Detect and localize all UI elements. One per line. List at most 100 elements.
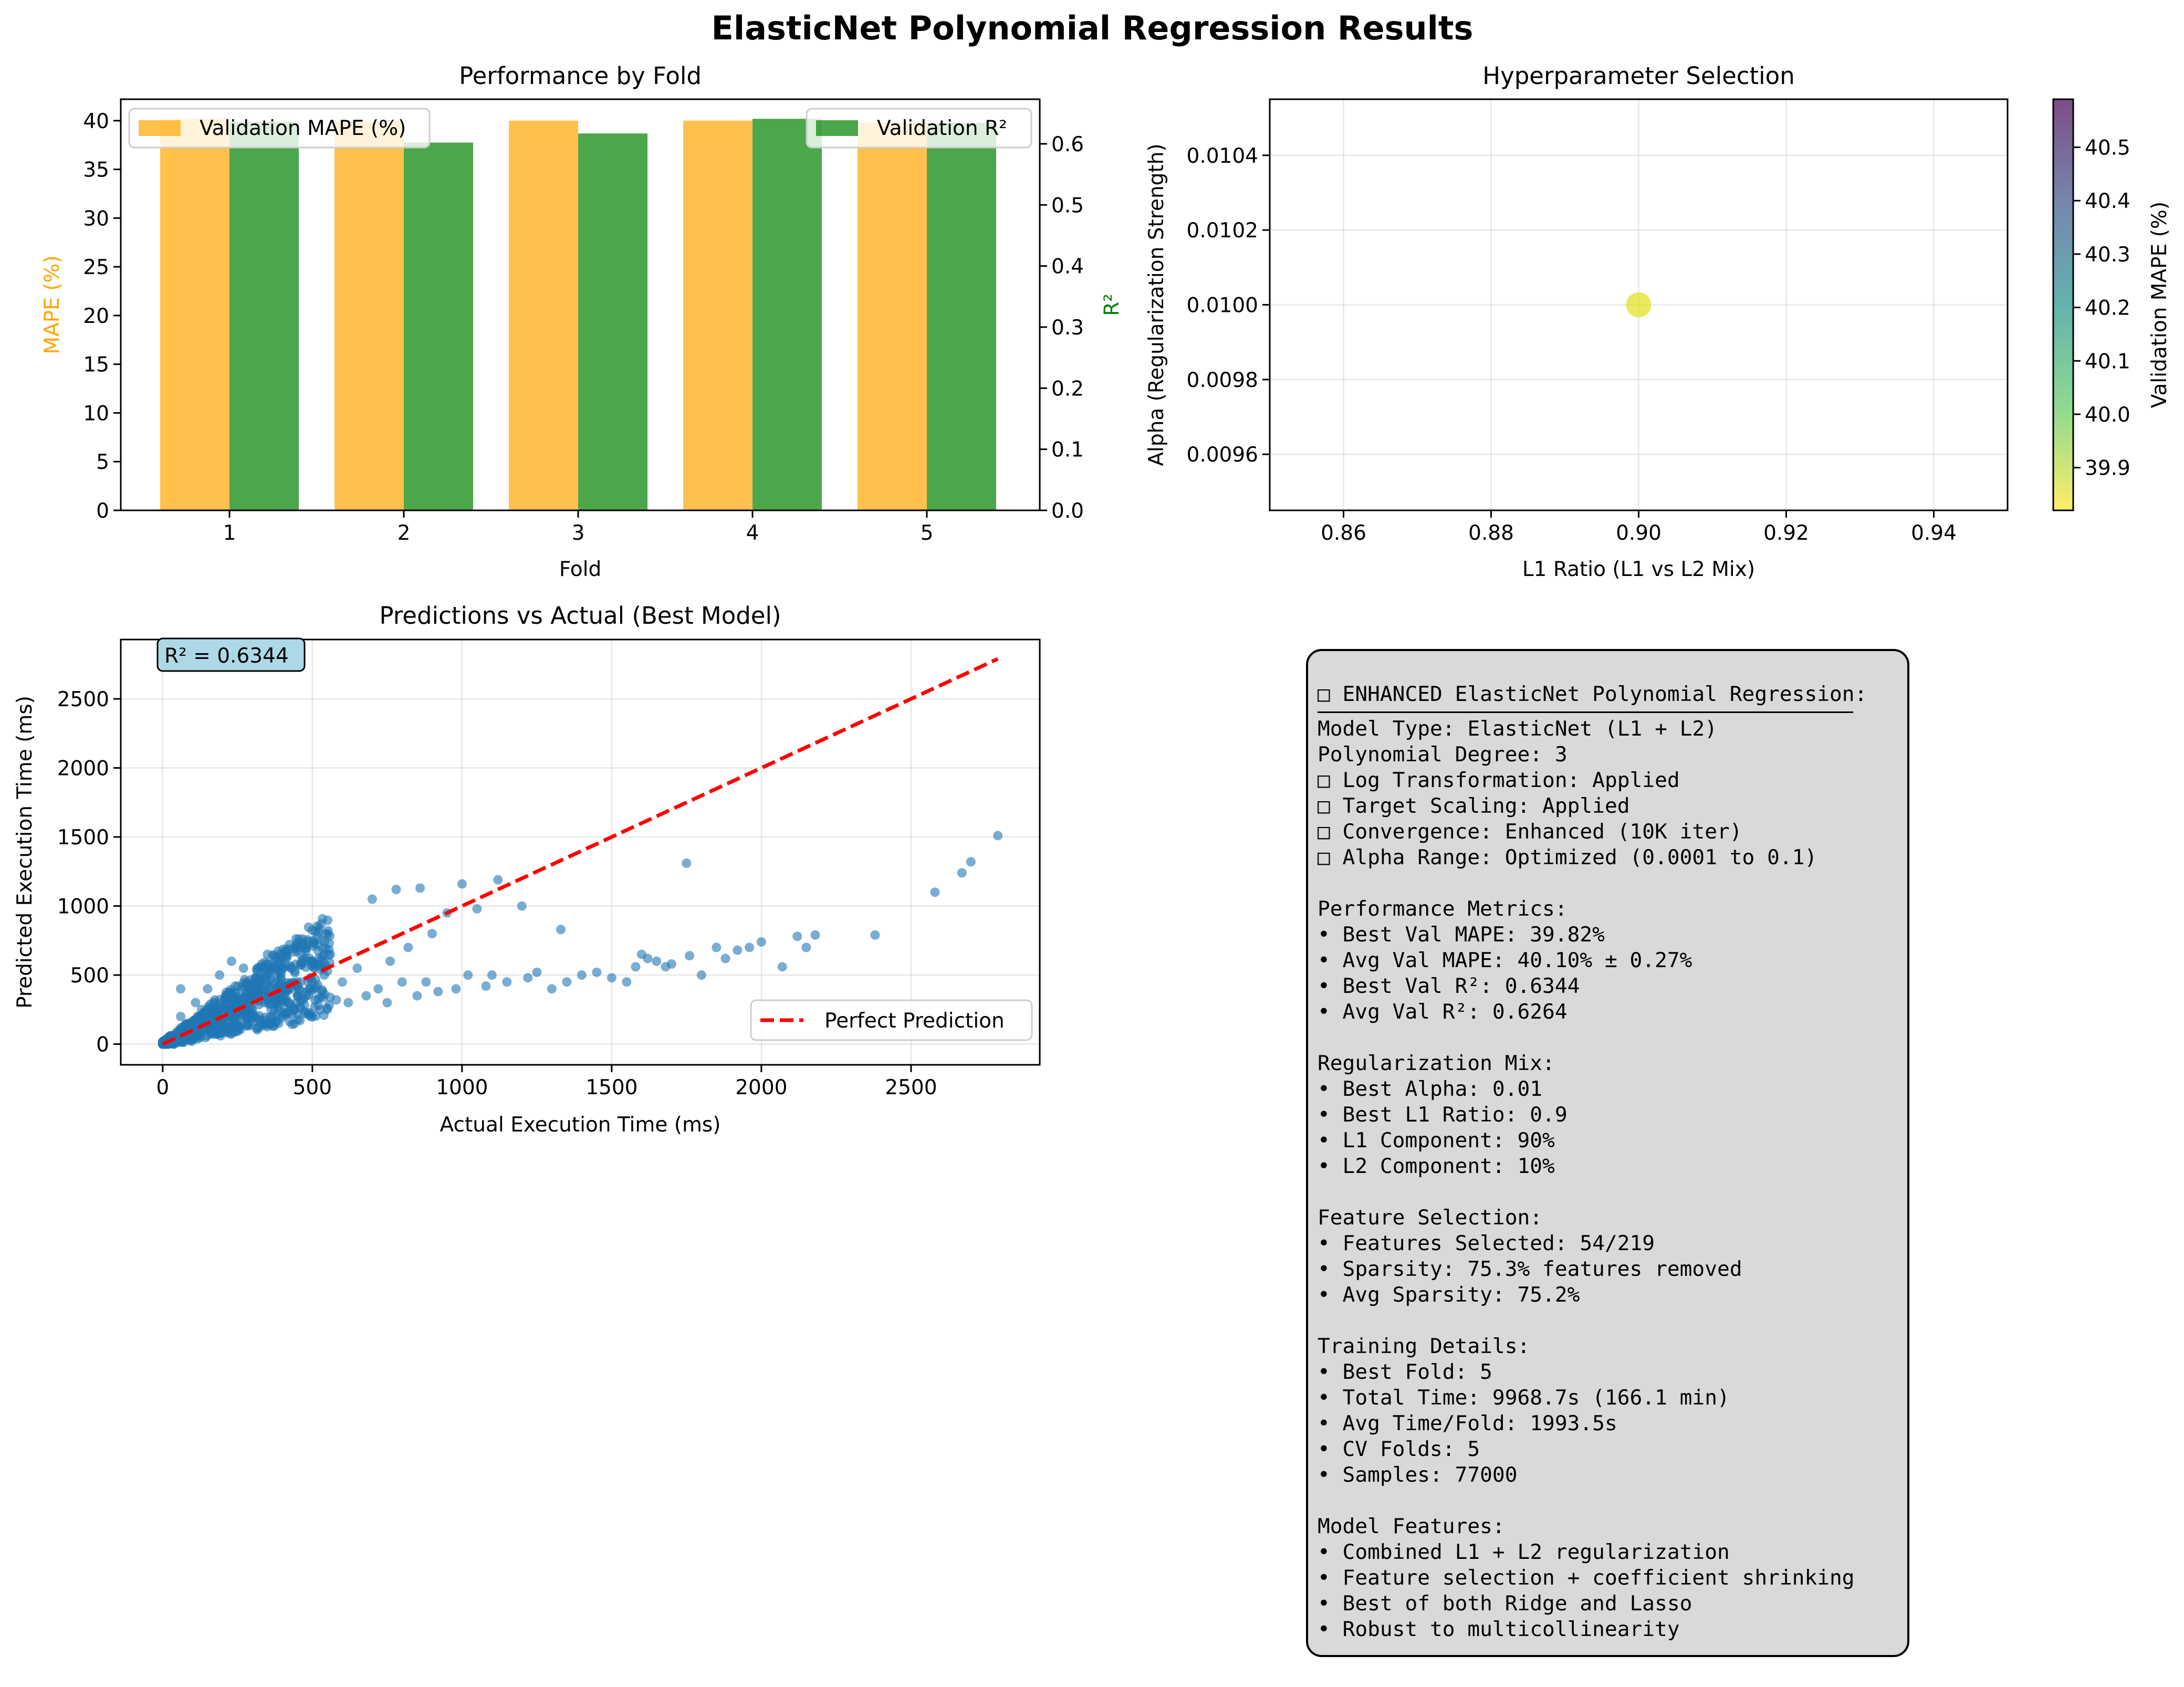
pred-legend-label: Perfect Prediction — [824, 1009, 1005, 1033]
hyper-ytick-label: 0.0102 — [1187, 219, 1258, 243]
pred-point — [870, 930, 880, 940]
pred-point — [685, 951, 695, 961]
hyper-xtick-label: 0.92 — [1763, 521, 1809, 545]
summary-line: Performance Metrics: — [1318, 897, 1568, 921]
pred-point — [203, 984, 213, 994]
pred-point — [264, 981, 274, 991]
hyper-point — [1626, 292, 1652, 318]
r2-bar-fold-4 — [753, 119, 822, 510]
pred-point — [253, 963, 263, 973]
summary-line: • Total Time: 9968.7s (166.1 min) — [1318, 1386, 1730, 1410]
colorbar — [2052, 98, 2074, 511]
pred-point — [242, 1011, 252, 1021]
pred-point — [277, 1013, 287, 1023]
pred-point — [451, 984, 461, 994]
pred-point — [421, 977, 431, 987]
mape-bar-fold-3 — [509, 120, 578, 511]
pred-point — [217, 1017, 227, 1027]
pred-point — [215, 970, 225, 980]
pred-point — [343, 998, 353, 1008]
pred-point — [297, 958, 307, 968]
summary-line — [1318, 871, 1907, 896]
r2-legend-swatch — [816, 120, 858, 136]
pred-point — [226, 956, 236, 966]
fold-ytick-label: 0 — [96, 499, 109, 523]
fold-y2tick-label: 0.6 — [1051, 133, 1084, 156]
summary-panel: □ ENHANCED ElasticNet Polynomial Regress… — [1306, 649, 1909, 1657]
pred-point — [247, 1004, 257, 1014]
summary-line: Polynomial Degree: 3 — [1318, 742, 1568, 767]
hyper-xtick-label: 0.94 — [1911, 521, 1957, 545]
r2-bar-fold-5 — [927, 122, 996, 510]
hyper-ytick-label: 0.0096 — [1187, 443, 1258, 467]
r2-annotation: R² = 0.6344 — [164, 644, 289, 668]
hyper-xtick-label: 0.86 — [1321, 521, 1366, 545]
pred-point — [224, 1004, 234, 1014]
pred-point — [631, 962, 641, 972]
r2-annotation-box — [156, 637, 306, 672]
summary-line: • L2 Component: 10% — [1318, 1154, 1555, 1178]
pred-ytick-label: 1500 — [57, 826, 109, 850]
mape-bar-fold-1 — [160, 119, 229, 510]
summary-line: □ ENHANCED ElasticNet Polynomial Regress… — [1318, 682, 1867, 706]
summary-line: Training Details: — [1318, 1334, 1530, 1358]
pred-point — [720, 953, 730, 963]
hyper-xtick-label: 0.90 — [1616, 521, 1661, 545]
pred-ytick-label: 1000 — [57, 895, 109, 919]
predictions-chart: 0 0 500 500 1000 1000 1500 1500 2000 2000 2500 2500… — [13, 602, 1041, 1137]
summary-line: • Avg Time/Fold: 1993.5s — [1318, 1411, 1617, 1435]
pred-point — [236, 998, 246, 1008]
fold-ytick-label: 20 — [83, 305, 109, 328]
fold-ytick-label: 25 — [83, 256, 109, 279]
pred-point — [532, 967, 542, 977]
fold-ytick-label: 35 — [83, 159, 109, 182]
pred-point — [577, 970, 587, 980]
hyper-ytick-label: 0.0100 — [1187, 294, 1258, 318]
pred-point — [319, 970, 329, 980]
pred-point — [296, 977, 306, 987]
fold-y2tick-label: 0.4 — [1051, 255, 1084, 279]
pred-point — [317, 985, 327, 995]
pred-point — [314, 1000, 323, 1010]
summary-line: □ Target Scaling: Applied — [1318, 794, 1630, 818]
pred-point — [270, 998, 280, 1008]
pred-point — [517, 901, 527, 911]
pred-point — [696, 970, 706, 980]
pred-point — [229, 1014, 239, 1024]
fold-xtick-label: 5 — [921, 521, 934, 545]
summary-divider — [1318, 711, 1853, 713]
summary-line: • Best Alpha: 0.01 — [1318, 1077, 1543, 1101]
pred-ylabel: Predicted Execution Time (ms) — [13, 696, 37, 1009]
pred-xtick-label: 2500 — [885, 1076, 937, 1099]
pred-point — [385, 956, 395, 966]
pred-point — [682, 858, 692, 868]
pred-point — [993, 831, 1003, 841]
pred-point — [523, 973, 533, 983]
pred-point — [966, 857, 976, 867]
pred-point — [196, 1004, 206, 1014]
pred-point — [245, 987, 255, 997]
pred-point — [289, 1019, 299, 1029]
pred-point — [241, 979, 251, 989]
pred-xtick-label: 1500 — [586, 1076, 638, 1099]
pred-point — [547, 984, 557, 994]
pred-point — [331, 995, 341, 1005]
pred-xtick-label: 0 — [156, 1076, 169, 1099]
pred-point — [243, 1021, 253, 1031]
fold-y2label: R² — [1100, 294, 1124, 316]
pred-point — [206, 1022, 216, 1032]
pred-point — [221, 991, 231, 1001]
summary-line: • CV Folds: 5 — [1318, 1437, 1480, 1461]
pred-point — [367, 894, 377, 904]
hyperparameter-chart: 0.86 0.88 0.90 0.92 0.94 0.0096 0.0098 0.0100 0.… — [1145, 62, 2171, 581]
summary-line: Model Features: — [1318, 1514, 1505, 1538]
pred-point — [622, 977, 632, 987]
colorbar-label: Validation MAPE (%) — [2148, 202, 2171, 408]
summary-line: • Combined L1 + L2 regularization — [1318, 1540, 1730, 1564]
fold-y2tick-label: 0.5 — [1051, 194, 1084, 217]
colorbar-tick-label: 39.9 — [2085, 457, 2130, 480]
perfect-prediction-line — [162, 657, 999, 1046]
pred-point — [403, 942, 413, 952]
fold-plot-frame — [120, 98, 1041, 511]
